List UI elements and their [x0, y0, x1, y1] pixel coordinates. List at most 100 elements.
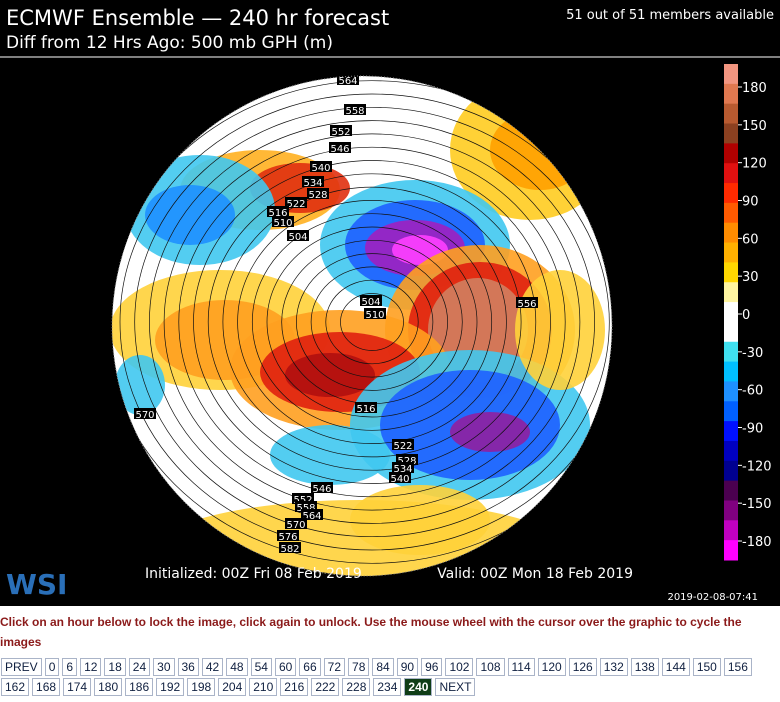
contour-label-box: [279, 542, 301, 553]
hour-button[interactable]: 162: [1, 678, 30, 696]
hour-button[interactable]: 192: [156, 678, 185, 696]
hour-button[interactable]: 54: [250, 658, 272, 676]
height-contour: [222, 186, 522, 458]
colorbar-tick-label: 30: [742, 270, 759, 285]
contour-label: 510: [365, 310, 384, 321]
colorbar-band: [724, 64, 738, 85]
contour-label-box: [287, 230, 309, 241]
contour-label: 564: [338, 76, 357, 87]
hour-button[interactable]: 216: [280, 678, 309, 696]
hour-button[interactable]: 174: [63, 678, 92, 696]
height-contour: [266, 226, 478, 418]
contour-label: 510: [273, 218, 292, 229]
contour-label-box: [292, 493, 314, 504]
hour-button[interactable]: 12: [80, 658, 102, 676]
contour-label-box: [329, 142, 351, 153]
colorbar-band: [724, 262, 738, 283]
colorbar-band: [724, 302, 738, 323]
contour-label: 540: [311, 163, 330, 174]
contour-label-box: [360, 295, 382, 306]
contour-label-box: [355, 402, 377, 413]
contour-label-box: [330, 125, 352, 136]
contour-label: 522: [286, 199, 305, 210]
colorbar-tick-label: -60: [742, 384, 763, 399]
hour-button[interactable]: 18: [104, 658, 126, 676]
hour-button[interactable]: PREV: [1, 658, 42, 676]
hour-button[interactable]: 30: [153, 658, 175, 676]
hour-button[interactable]: 150: [692, 658, 721, 676]
hour-button[interactable]: 156: [723, 658, 752, 676]
height-contour: [237, 200, 507, 444]
hour-button[interactable]: 168: [32, 678, 61, 696]
hour-button[interactable]: 240: [404, 678, 433, 696]
colorbar-tick-label: -180: [742, 535, 772, 550]
contour-label-box: [134, 408, 156, 419]
map: [112, 76, 612, 576]
contour-label-box: [267, 206, 289, 217]
hour-button[interactable]: 66: [299, 658, 321, 676]
colorbar-band: [724, 163, 738, 184]
height-contour: [149, 120, 595, 524]
hour-button[interactable]: 186: [125, 678, 154, 696]
hour-button[interactable]: 144: [661, 658, 690, 676]
forecast-image: ECMWF Ensemble — 240 hr forecast Diff fr…: [0, 0, 780, 606]
subtitle: Diff from 12 Hrs Ago: 500 mb GPH (m): [6, 33, 333, 53]
colorbar-band: [724, 361, 738, 382]
hour-button[interactable]: 126: [568, 658, 597, 676]
hour-button[interactable]: 36: [177, 658, 199, 676]
hour-button[interactable]: 42: [201, 658, 224, 676]
hour-button[interactable]: 78: [348, 658, 370, 676]
hour-button[interactable]: 48: [226, 658, 248, 676]
hour-nav: PREV 0 6 12 18 24 30 36 42 48 54 60 66 72 78 84 90 96 102 1…: [1, 658, 779, 696]
hour-button[interactable]: 60: [274, 658, 297, 676]
height-contour: [134, 106, 610, 538]
hour-button[interactable]: 120: [537, 658, 566, 676]
colorbar-band: [724, 440, 738, 462]
colorbar-tick-label: 90: [742, 195, 759, 210]
contour-label-box: [392, 439, 414, 450]
hour-button[interactable]: 228: [342, 678, 371, 696]
hour-button[interactable]: 222: [311, 678, 340, 696]
contour-label: 528: [397, 456, 416, 467]
contour-label: 504: [361, 297, 380, 308]
hour-button[interactable]: 138: [630, 658, 659, 676]
anomaly-shade: [285, 353, 375, 397]
anomaly-shade: [350, 485, 490, 555]
height-contour: [207, 173, 537, 471]
hour-button[interactable]: 210: [249, 678, 278, 696]
hour-button[interactable]: 132: [599, 658, 628, 676]
colorbar-band: [724, 540, 738, 561]
hour-button[interactable]: 234: [373, 678, 402, 696]
colorbar-band: [724, 460, 738, 482]
hour-button[interactable]: 180: [94, 678, 123, 696]
hour-button[interactable]: 90: [396, 658, 419, 676]
height-contour: [178, 146, 566, 498]
height-contour: [251, 213, 493, 431]
contour-labels: 5645585525465405345285225165105045045105…: [134, 74, 538, 555]
hour-button[interactable]: 102: [445, 658, 474, 676]
contour-label: 552: [293, 495, 312, 506]
colorbar-band: [724, 401, 738, 422]
colorbar-band: [724, 83, 738, 105]
contour-label-box: [302, 176, 324, 187]
height-contour: [193, 160, 551, 484]
hour-button[interactable]: 6: [62, 658, 78, 676]
hour-button[interactable]: 0: [44, 658, 60, 676]
hour-button[interactable]: 108: [476, 658, 505, 676]
contour-label: 576: [278, 532, 297, 543]
hour-button[interactable]: 198: [187, 678, 216, 696]
hour-button[interactable]: NEXT: [435, 678, 476, 696]
hour-button[interactable]: 72: [323, 658, 346, 676]
hour-button[interactable]: 96: [421, 658, 443, 676]
hour-button[interactable]: 204: [218, 678, 247, 696]
hour-button[interactable]: 84: [372, 658, 394, 676]
contour-label: 552: [331, 127, 350, 138]
contour-label: 516: [268, 208, 287, 219]
hour-button[interactable]: 24: [128, 658, 151, 676]
title: ECMWF Ensemble — 240 hr forecast: [6, 6, 389, 30]
colorbar: 180 150 120 90 60 30 0 -30 -60 -90 -120 -150 -180: [724, 64, 772, 561]
hour-button[interactable]: 114: [507, 658, 535, 676]
colorbar-tick-label: 120: [742, 157, 767, 172]
colorbar-band: [724, 480, 738, 501]
